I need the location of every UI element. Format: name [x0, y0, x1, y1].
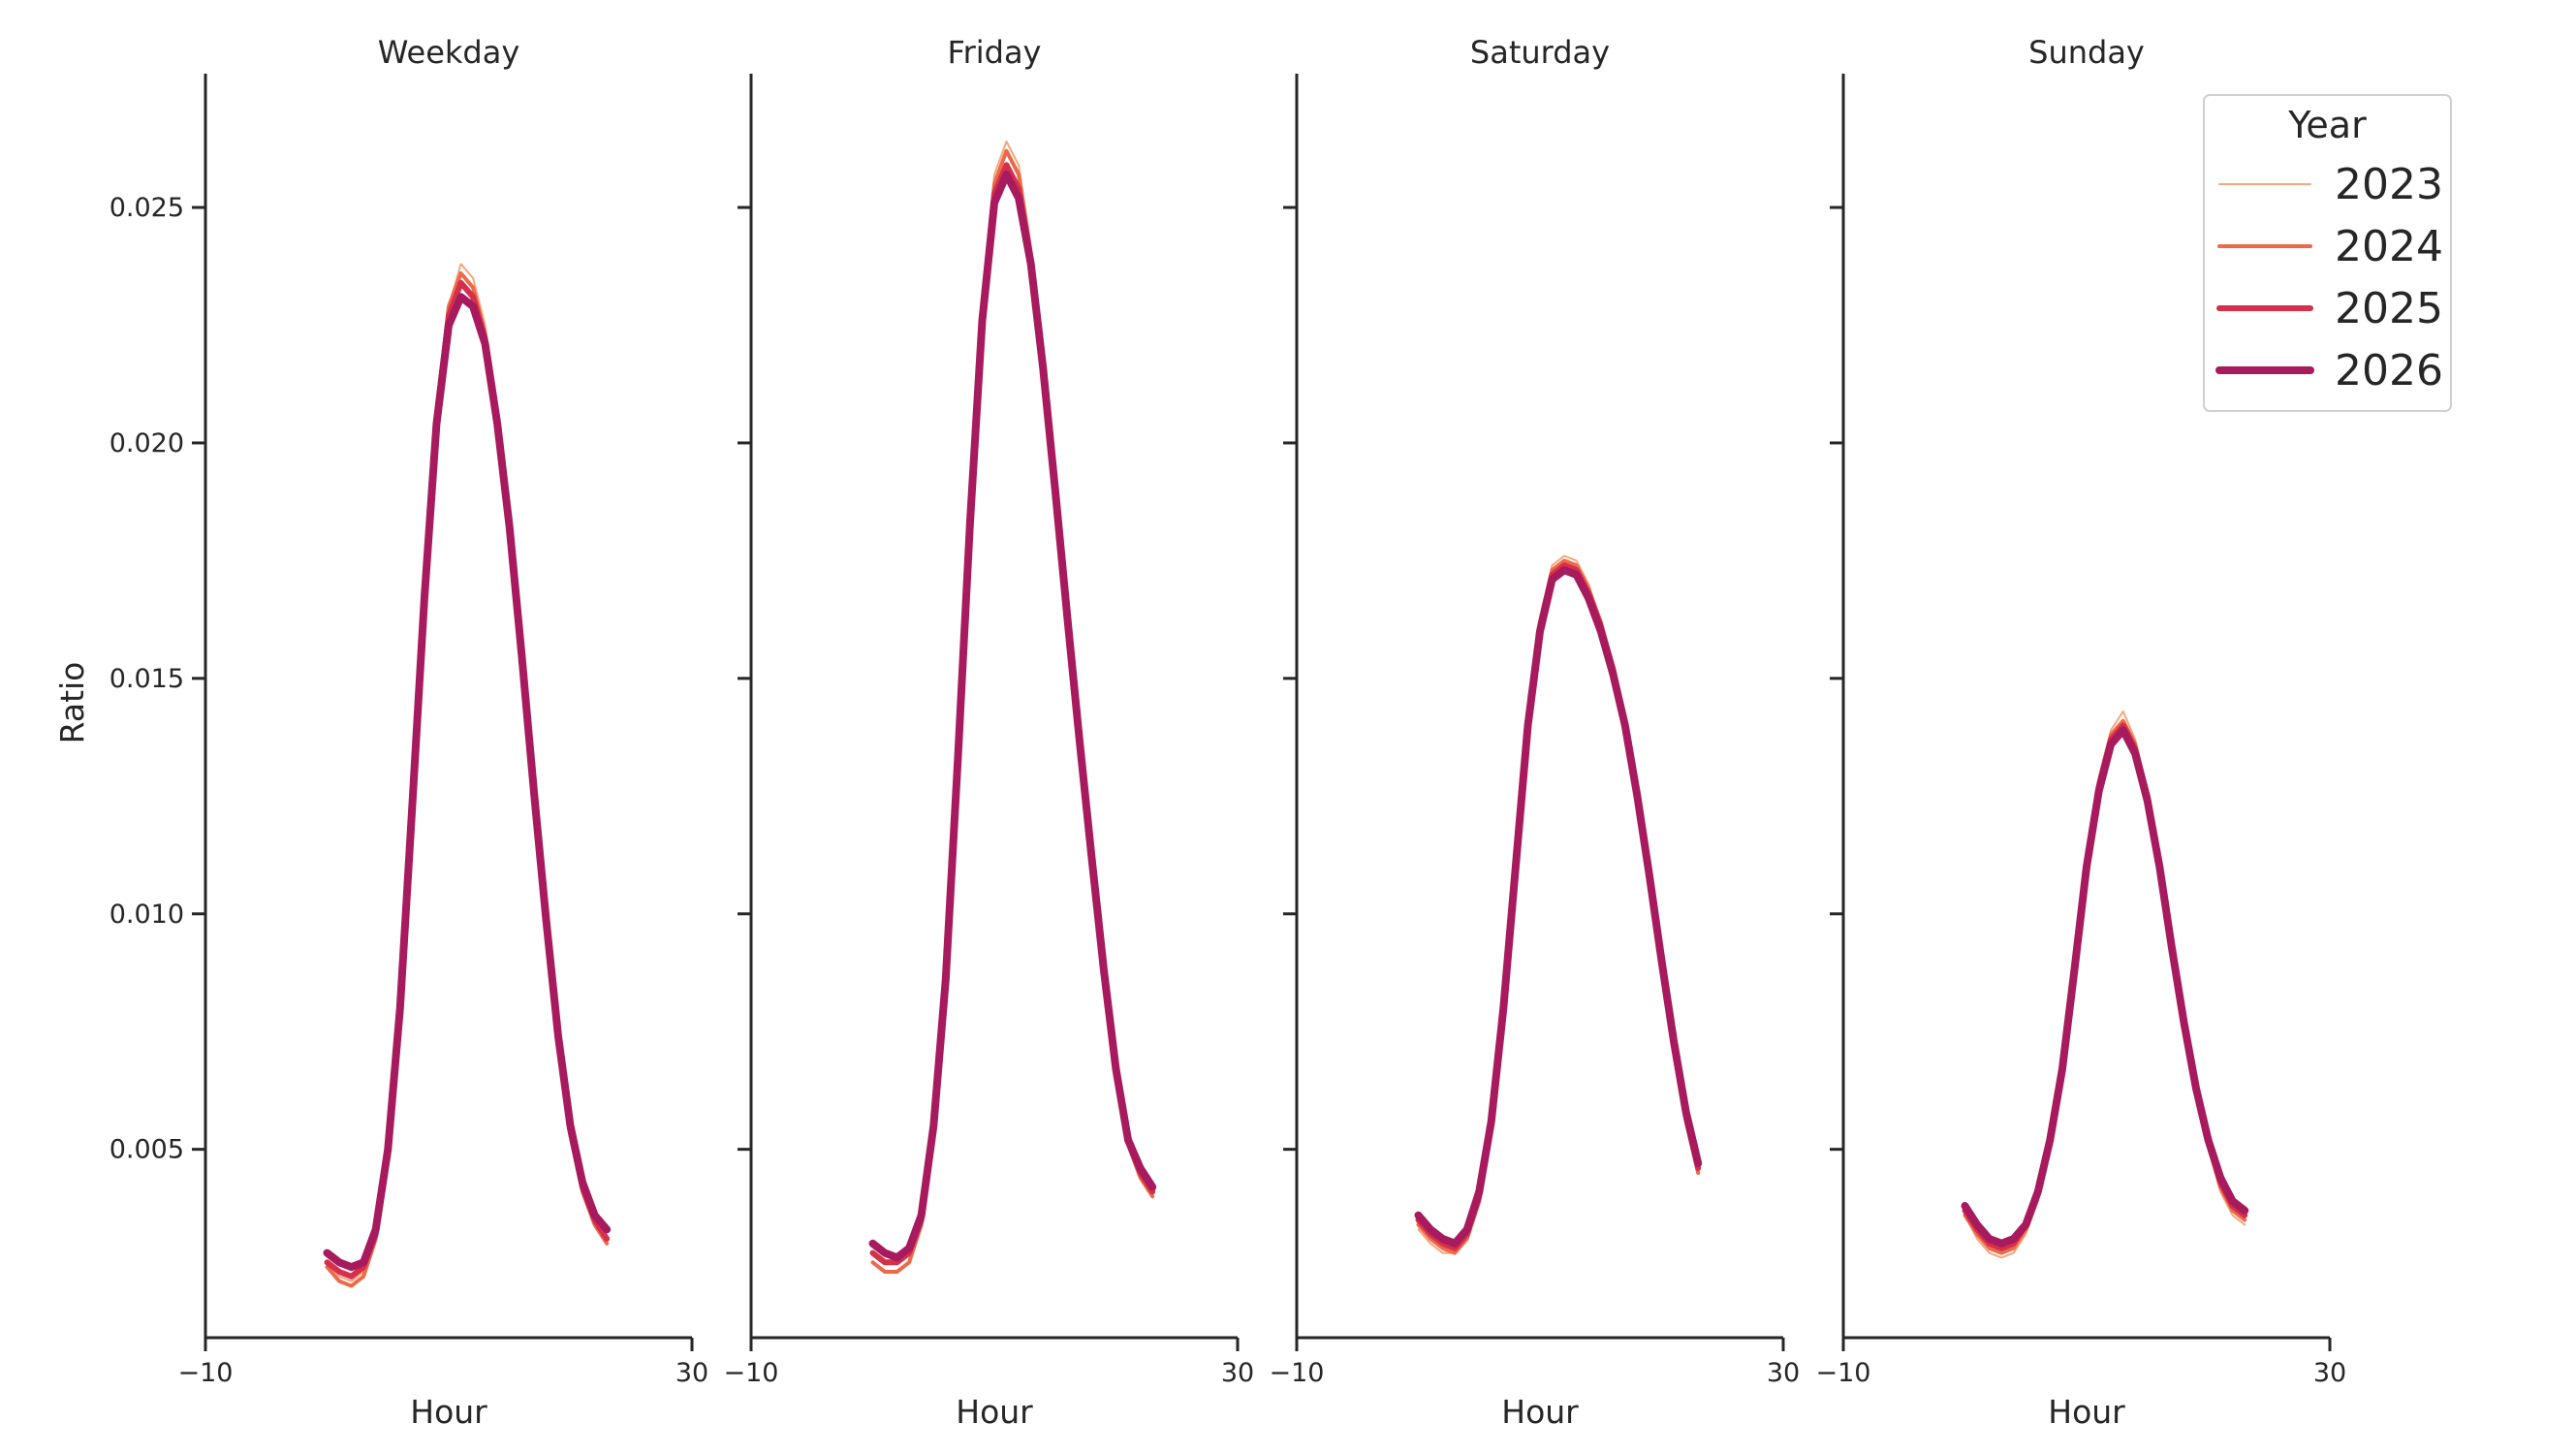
series-line-2025 — [324, 279, 611, 1280]
series-line-2024 — [870, 148, 1155, 1274]
y-tick-label: 0.005 — [110, 1135, 184, 1165]
x-axis-label: Hour — [2048, 1393, 2125, 1431]
legend-label: 2024 — [2335, 222, 2443, 271]
legend-title: Year — [2287, 104, 2367, 146]
x-tick-label: 30 — [1221, 1358, 1254, 1388]
legend: Year 2023 2024 2025 2026 — [2203, 94, 2452, 412]
legend-label: 2025 — [2335, 284, 2443, 333]
series-line-2025 — [1962, 722, 2248, 1251]
x-tick-label: −10 — [1816, 1358, 1871, 1388]
x-axis-label: Hour — [410, 1393, 487, 1431]
series-line-2025 — [869, 162, 1156, 1266]
x-tick-label: 30 — [675, 1358, 708, 1388]
series-line-2023 — [1963, 710, 2246, 1259]
x-tick-label: −10 — [1270, 1358, 1325, 1388]
y-tick-label: 0.025 — [110, 193, 184, 223]
x-axis-label: Hour — [1501, 1393, 1579, 1431]
panel-title: Sunday — [2028, 34, 2145, 71]
y-tick-label: 0.010 — [110, 900, 184, 930]
series-line-2023 — [871, 141, 1154, 1273]
legend-label: 2023 — [2335, 160, 2443, 209]
legend-label: 2026 — [2335, 346, 2443, 395]
x-tick-label: 30 — [2313, 1358, 2346, 1388]
series-line-2024 — [1963, 718, 2247, 1255]
chart-panels: Weekday 0.005 0.010 0.015 0.020 0.025 −10 30 Hou… — [110, 34, 2346, 1431]
x-tick-label: −10 — [724, 1358, 779, 1388]
x-tick-label: 30 — [1767, 1358, 1800, 1388]
y-axis-label: Ratio — [53, 662, 91, 744]
legend-frame — [2203, 94, 2452, 412]
x-axis-label: Hour — [956, 1393, 1033, 1431]
x-tick-label: −10 — [178, 1358, 234, 1388]
series-line-2026 — [1961, 726, 2249, 1248]
series-line-2026 — [323, 293, 612, 1272]
series-line-2023 — [326, 263, 609, 1282]
panel-friday: Friday −10 30 Hour — [724, 34, 1255, 1431]
series-line-2026 — [1414, 566, 1703, 1248]
panel-title: Weekday — [378, 34, 520, 71]
panel-weekday: Weekday 0.005 0.010 0.015 0.020 0.025 −10 30 Hou… — [110, 34, 708, 1431]
panel-title: Saturday — [1470, 34, 1610, 71]
panel-title: Friday — [948, 34, 1042, 71]
series-line-2024 — [325, 271, 610, 1288]
y-tick-label: 0.015 — [110, 664, 184, 694]
series-line-2026 — [868, 171, 1157, 1262]
y-tick-label: 0.020 — [110, 428, 184, 458]
panel-sunday: Sunday −10 30 Hour — [1816, 34, 2347, 1431]
panel-saturday: Saturday −10 30 Hour — [1270, 34, 1801, 1431]
